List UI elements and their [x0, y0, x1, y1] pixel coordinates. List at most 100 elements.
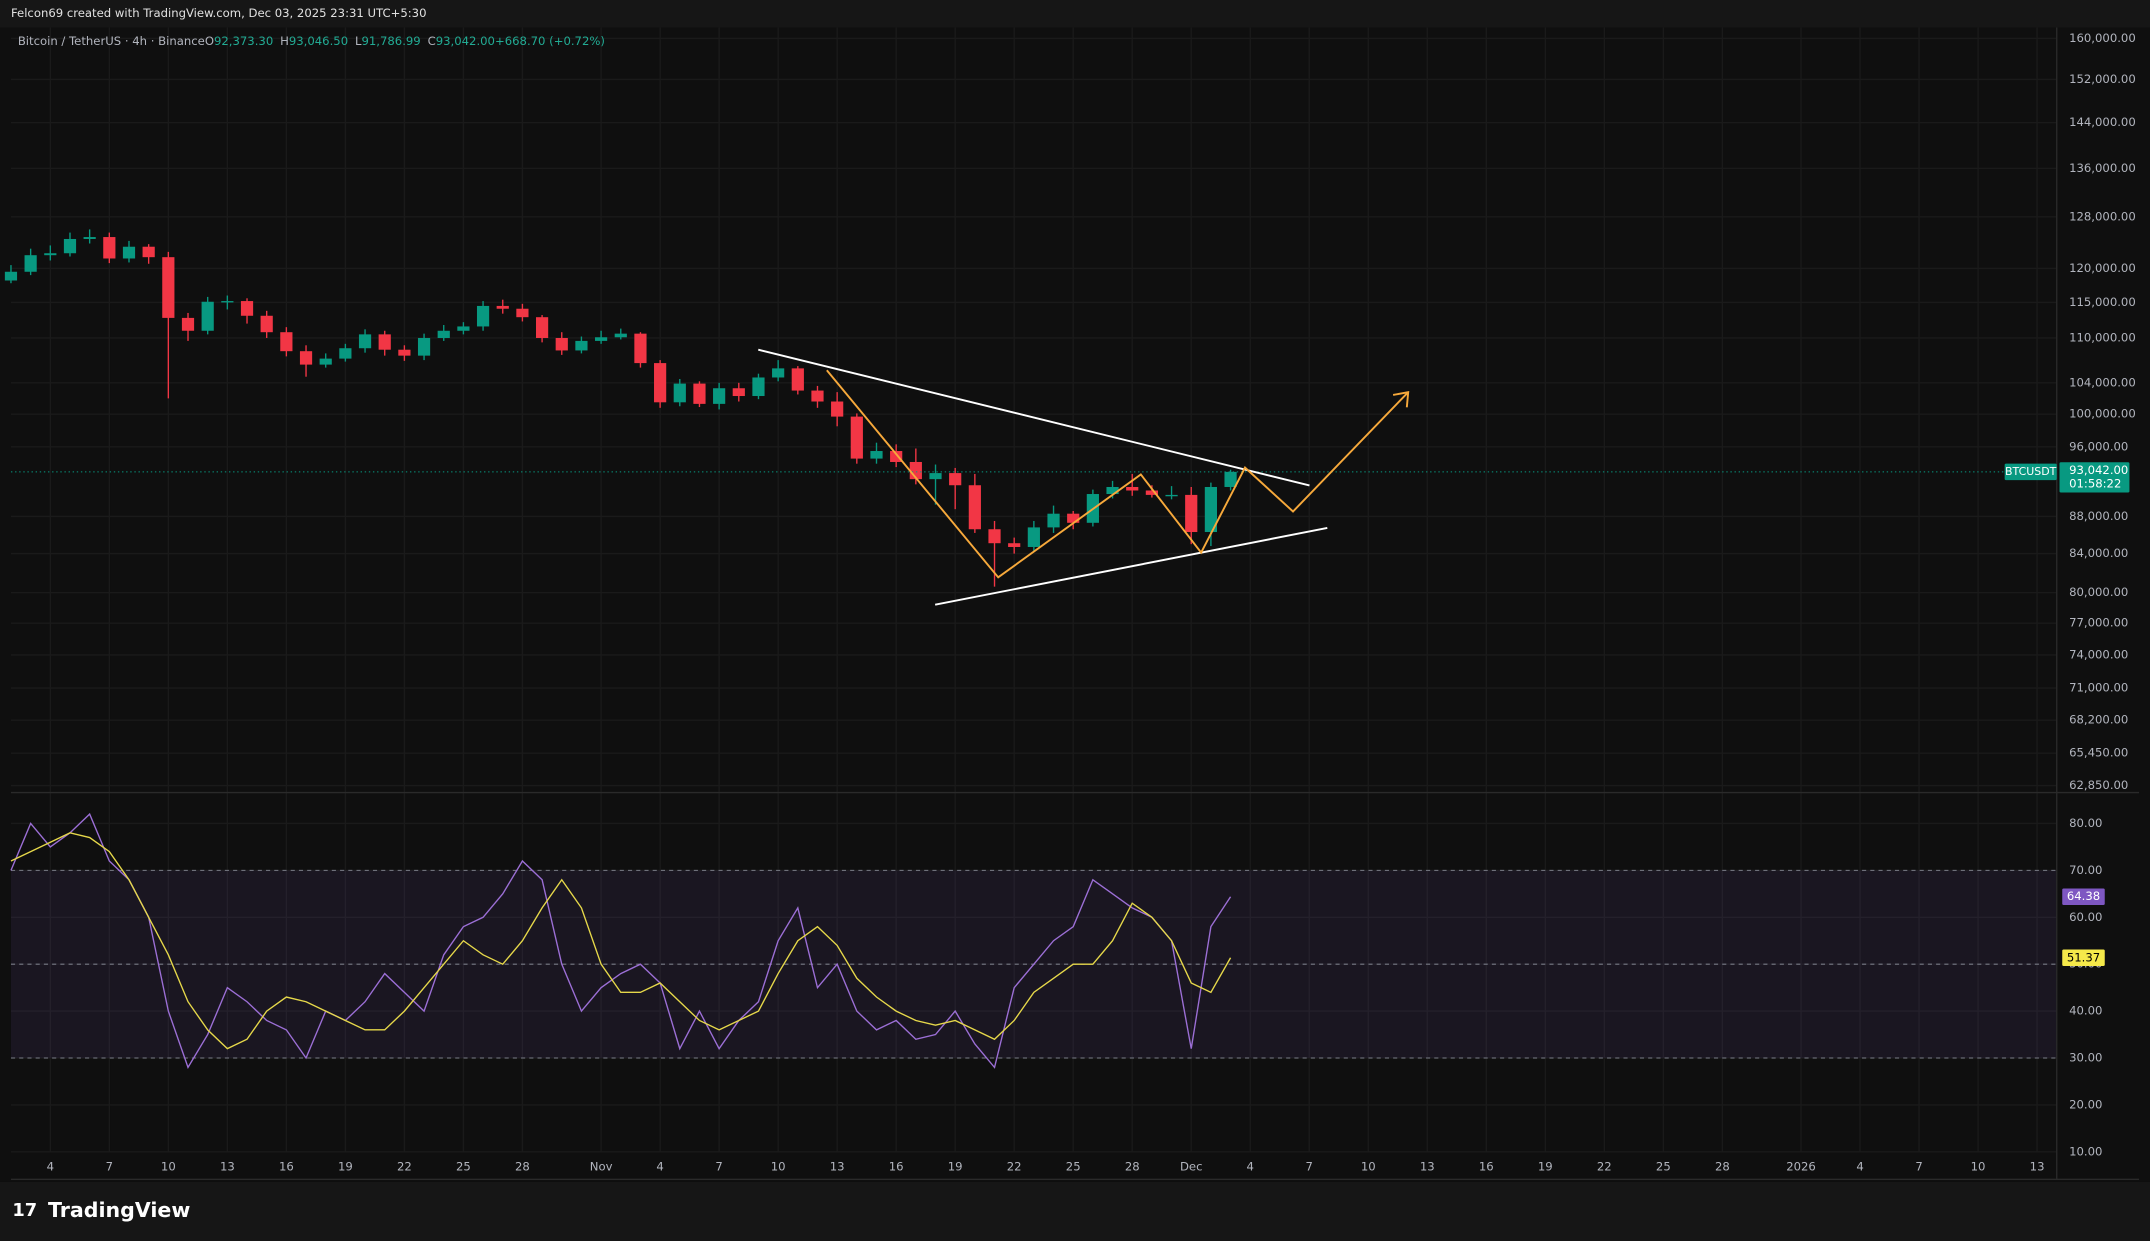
x-tick-label: 22 [1007, 1159, 1022, 1173]
y-tick-label: 68,200.00 [2069, 713, 2128, 727]
x-tick-label: 22 [397, 1159, 412, 1173]
y-tick-label: 77,000.00 [2069, 616, 2128, 630]
legend-key: O [205, 34, 214, 48]
x-tick-label: 4 [656, 1159, 663, 1173]
y-tick-label: 144,000.00 [2069, 115, 2136, 129]
candle-body [1126, 486, 1139, 491]
candle-body [890, 451, 903, 462]
candle-body [181, 317, 195, 331]
candle-body [103, 237, 116, 259]
x-tick-label: 7 [715, 1159, 722, 1173]
candle-body [516, 308, 529, 318]
candle-body [870, 451, 883, 459]
candle-body [1185, 494, 1198, 533]
y-tick-label: 96,000.00 [2069, 439, 2128, 453]
y2-tick-label: 80.00 [2069, 816, 2102, 830]
y-tick-label: 115,000.00 [2069, 295, 2136, 309]
candle-body [850, 416, 863, 459]
x-tick-label: 7 [1915, 1159, 1922, 1173]
candle-body [1008, 543, 1021, 547]
candle-body [1204, 486, 1218, 533]
candle-body [713, 388, 726, 404]
y-tick-label: 74,000.00 [2069, 647, 2128, 661]
y-tick-label: 128,000.00 [2069, 209, 2136, 223]
y-tick-label: 84,000.00 [2069, 546, 2128, 560]
x-tick-label: 16 [889, 1159, 904, 1173]
candle-body [221, 301, 234, 303]
candle-body [122, 246, 136, 259]
candle-body [752, 377, 765, 397]
y-tick-label: 104,000.00 [2069, 375, 2136, 389]
brand-name: TradingView [48, 1198, 190, 1222]
y-tick-label: 152,000.00 [2069, 72, 2136, 86]
candle-body [4, 271, 18, 281]
candle-body [319, 358, 332, 365]
y-tick-label: 88,000.00 [2069, 509, 2128, 523]
price-tag-label: 93,042.00 [2069, 463, 2128, 477]
brand: 𝟭𝟳 TradingView [12, 1198, 190, 1222]
candle-body [988, 529, 1001, 544]
header: Felcon69 created with TradingView.com, D… [11, 6, 427, 20]
footer [0, 1181, 2150, 1241]
arrow-head [1392, 391, 1410, 408]
x-tick-label: 13 [2030, 1159, 2045, 1173]
x-tick-label: 16 [1479, 1159, 1494, 1173]
y-tick-label: 65,450.00 [2069, 746, 2128, 760]
y-tick-label: 62,850.00 [2069, 778, 2128, 792]
candle-body [44, 253, 57, 256]
candle-body [417, 337, 431, 356]
candle-body [339, 348, 352, 359]
y-tick-label: 136,000.00 [2069, 161, 2136, 175]
x-tick-label: 19 [1538, 1159, 1553, 1173]
candle-body [693, 383, 706, 404]
candle-body [929, 473, 942, 480]
candle-body [83, 237, 96, 239]
x-tick-label: 28 [515, 1159, 530, 1173]
candle-body [280, 332, 293, 352]
rsi-line [10, 832, 1232, 1050]
x-tick-label: 10 [161, 1159, 176, 1173]
candle-body [378, 334, 391, 350]
legend: Bitcoin / TetherUS · 4h · BinanceO92,373… [18, 34, 605, 48]
brand-logo: 𝟭𝟳 [12, 1200, 37, 1221]
candle-body [1165, 494, 1178, 497]
price-tag [2059, 462, 2130, 493]
y2-tick-label: 70.00 [2069, 863, 2102, 877]
symbol: Bitcoin / TetherUS · 4h · Binance [18, 34, 205, 48]
top-bar [0, 0, 2150, 28]
legend-key: C [428, 34, 436, 48]
candle-body [358, 334, 372, 349]
x-tick-label: 4 [1247, 1159, 1254, 1173]
zigzag [826, 369, 1409, 579]
candle-body [949, 473, 962, 486]
y-tick-label: 80,000.00 [2069, 585, 2128, 599]
symbol-tag [2004, 463, 2057, 481]
y-tick-label: 160,000.00 [2069, 31, 2136, 45]
x-tick-label: Nov [590, 1159, 613, 1173]
x-tick-label: 16 [279, 1159, 294, 1173]
x-tick-label: 22 [1597, 1159, 1612, 1173]
legend-key: L [355, 34, 362, 48]
candle-body [673, 383, 686, 403]
y-tick-label: 120,000.00 [2069, 261, 2136, 275]
candle-body [831, 401, 844, 417]
legend-value: 91,786.99 [361, 34, 420, 48]
y-tick-label: 110,000.00 [2069, 330, 2136, 344]
x-tick-label: 13 [830, 1159, 845, 1173]
trendline [758, 348, 1310, 487]
candle-body [63, 238, 77, 254]
legend-value: 93,042.00 [436, 34, 495, 48]
drawings [758, 348, 1410, 606]
legend-value: +668.70 (+0.72%) [495, 34, 605, 48]
x-tick-label: 25 [1066, 1159, 1081, 1173]
value-tag [2062, 888, 2105, 905]
y-tick-label: 71,000.00 [2069, 681, 2128, 695]
candle-body [535, 317, 549, 338]
candle-body [1067, 513, 1080, 523]
y2-tick-label: 20.00 [2069, 1097, 2102, 1111]
candle-body [142, 246, 155, 258]
x-tick-label: Dec [1180, 1159, 1203, 1173]
candle-body [437, 330, 450, 338]
